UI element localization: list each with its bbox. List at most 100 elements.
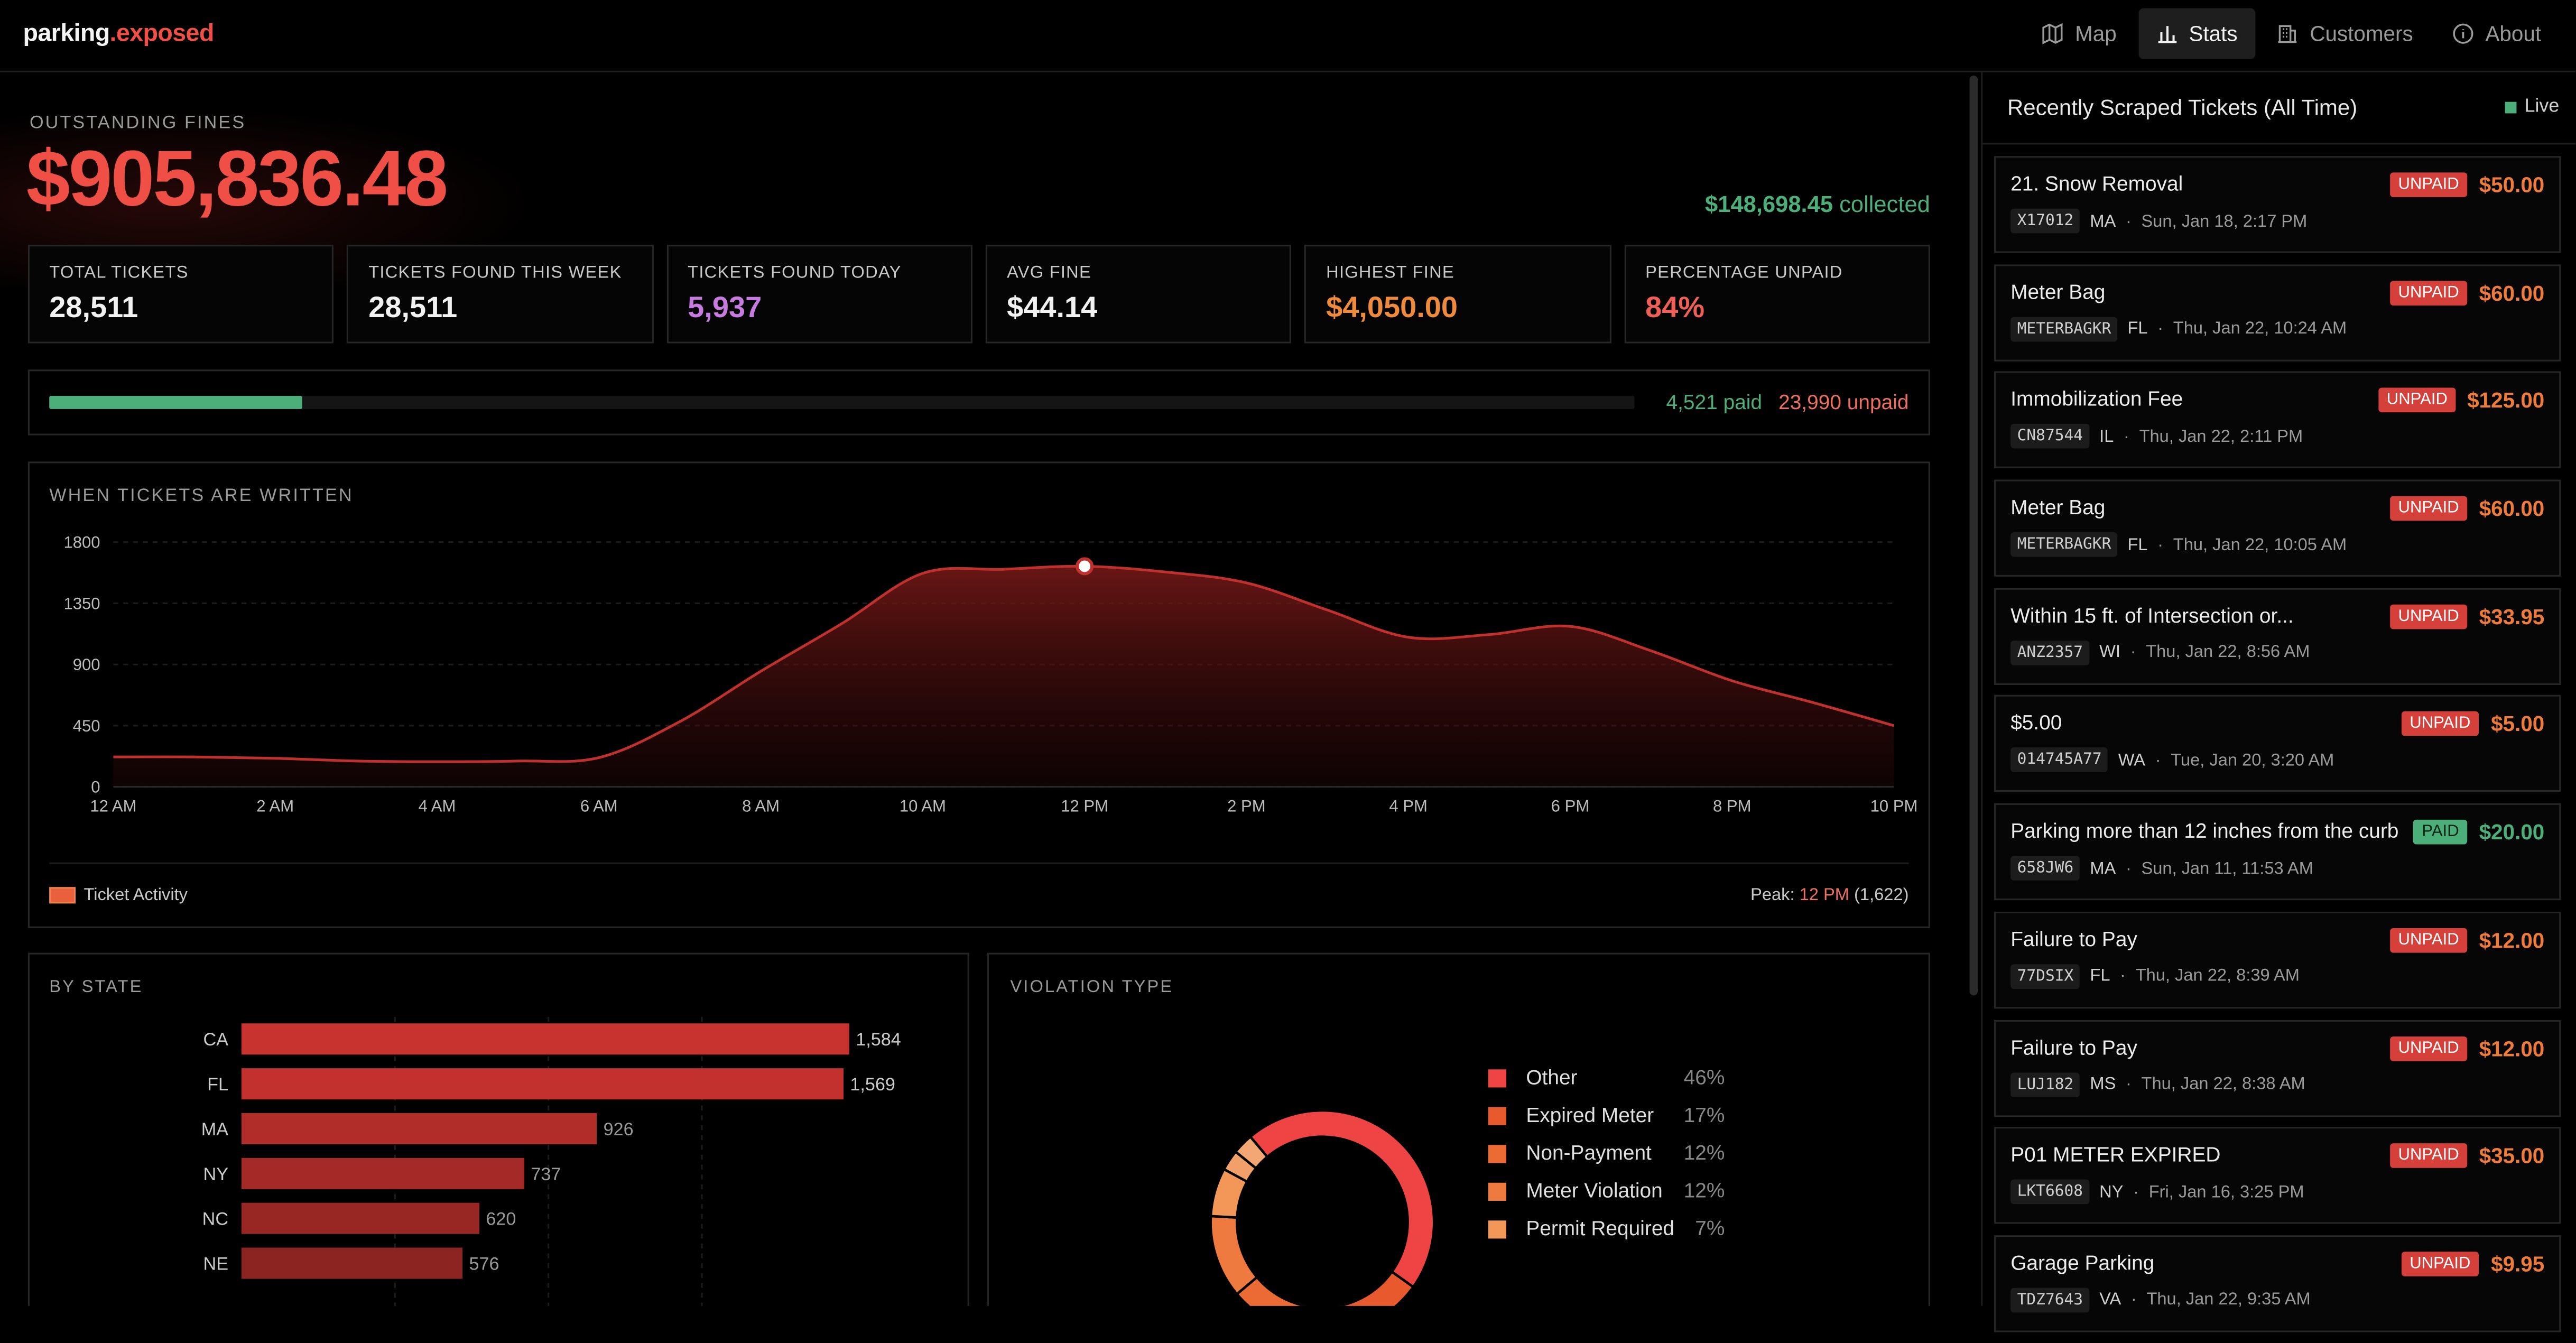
ticket-status-badge: UNPAID (2389, 1143, 2468, 1169)
ticket-amount: $33.95 (2479, 604, 2545, 629)
ticket-item[interactable]: $5.00 014745A77 WA · Tue, Jan 20, 3:20 AM $5.… (1994, 696, 2561, 793)
when-tickets-written-card: When Tickets Are Written 0 450 900 1350 1800… (27, 461, 1930, 929)
ticket-item[interactable]: Meter Bag METERBAGKR FL · Thu, Jan 22, 10:24… (1994, 264, 2561, 361)
meta-separator: · (2120, 966, 2126, 986)
ticket-name: Meter Bag (2010, 496, 2106, 520)
peak-info: Peak: 12 PM (1,622) (1750, 885, 1908, 905)
ticket-plate: X17012 (2010, 208, 2080, 234)
violation-legend-item: Other 46% (1488, 1066, 1735, 1104)
state-value-label: 576 (469, 1254, 499, 1274)
ticket-item[interactable]: Failure to Pay LUJ182 MS · Thu, Jan 22, 8:38… (1994, 1019, 2561, 1116)
state-value-label: 1,584 (856, 1030, 901, 1050)
ticket-item[interactable]: P01 METER EXPIRED LKT6608 NY · Fri, Jan 16, … (1994, 1127, 2561, 1225)
state-value-label: 620 (486, 1209, 516, 1229)
ticket-date: Fri, Jan 16, 3:25 PM (2148, 1182, 2304, 1202)
series-line-ticket-activity (113, 564, 1895, 763)
stat-card: Tickets Found Today 5,937 (666, 245, 972, 344)
ticket-name: Within 15 ft. of Intersection or... (2010, 604, 2294, 627)
ticket-list: 21. Snow Removal X17012 MA · Sun, Jan 18, 2:… (1994, 156, 2561, 1343)
state-bar-fl[interactable] (241, 1068, 844, 1100)
violation-type-title: Violation Type (1010, 977, 1174, 997)
legend-percent: 12% (1683, 1179, 1725, 1203)
ticket-meta: METERBAGKR FL · Thu, Jan 22, 10:05 AM (2010, 532, 2347, 557)
brand-logo[interactable]: parking.exposed (23, 20, 215, 48)
ticket-item[interactable]: Failure to Pay 77DSIX FL · Thu, Jan 22, 8:39… (1994, 911, 2561, 1008)
ticket-plate: 658JW6 (2010, 856, 2080, 881)
ticket-item[interactable]: Parking more than 12 inches from the cur… (1994, 803, 2561, 901)
ticket-name: $5.00 (2010, 712, 2062, 735)
state-label: CA (203, 1030, 229, 1050)
nav-customers[interactable]: Customers (2259, 8, 2431, 59)
ticket-date: Thu, Jan 22, 8:56 AM (2146, 643, 2310, 663)
nav-label: Map (2075, 21, 2117, 47)
nav-stats[interactable]: Stats (2138, 8, 2256, 59)
ticket-amount: $9.95 (2491, 1251, 2545, 1276)
stat-label: Tickets Found This Week (368, 263, 622, 283)
ticket-status-badge: UNPAID (2389, 928, 2468, 953)
peak-point[interactable] (1076, 557, 1094, 576)
ticket-status-badge: UNPAID (2401, 712, 2479, 737)
paid-count-value: 4,521 (1666, 391, 1718, 414)
donut-slice[interactable] (1309, 1270, 1415, 1306)
legend-percent: 7% (1695, 1217, 1725, 1240)
peak-hour: 12 PM (1799, 885, 1849, 905)
ticket-amount: $60.00 (2479, 496, 2545, 521)
donut-slice[interactable] (1209, 1215, 1259, 1296)
ticket-item[interactable]: Immobilization Fee CN87544 IL · Thu, Jan 22,… (1994, 372, 2561, 469)
ticket-name: Failure to Pay (2010, 1035, 2137, 1059)
legend-swatch (1488, 1220, 1507, 1239)
collected-label: collected (1839, 190, 1930, 217)
legend-divider (49, 862, 1909, 864)
state-label: FL (207, 1075, 228, 1095)
y-tick-label: 450 (73, 717, 100, 735)
ticket-state: MS (2090, 1074, 2116, 1094)
violation-legend-item: Non-Payment 12% (1488, 1142, 1735, 1179)
meta-separator: · (2125, 211, 2132, 231)
stat-label: Highest Fine (1326, 263, 1454, 283)
ticket-plate: TDZ7643 (2010, 1288, 2090, 1312)
state-bar-nc[interactable] (241, 1202, 479, 1234)
nav-about[interactable]: About (2434, 8, 2559, 59)
ticket-plate: 014745A77 (2010, 748, 2109, 773)
meta-separator: · (2157, 319, 2164, 339)
ticket-name: P01 METER EXPIRED (2010, 1143, 2221, 1167)
main-scrollbar[interactable] (1969, 75, 1978, 996)
live-indicator: Live (2505, 97, 2559, 117)
ticket-state: WI (2099, 643, 2121, 663)
meta-separator: · (2157, 534, 2164, 555)
by-state-title: By State (49, 977, 143, 997)
stat-value: 84% (1645, 291, 1705, 324)
ticket-item[interactable]: Garage Parking TDZ7643 VA · Thu, Jan 22, 9:3… (1994, 1235, 2561, 1332)
ticket-item[interactable]: Meter Bag METERBAGKR FL · Thu, Jan 22, 10:05… (1994, 479, 2561, 577)
ticket-plate: CN87544 (2010, 424, 2090, 449)
violation-legend-item: Permit Required 7% (1488, 1217, 1735, 1255)
peak-label: Peak: (1750, 885, 1795, 905)
legend-name: Non-Payment (1526, 1142, 1652, 1165)
ticket-plate: LUJ182 (2010, 1071, 2080, 1097)
ticket-status-badge: UNPAID (2389, 604, 2468, 629)
y-tick-label: 1350 (63, 594, 100, 613)
paid-unpaid-counts: 4,521 paid 23,990 unpaid (1666, 391, 1909, 414)
donut-slice[interactable] (1248, 1109, 1435, 1289)
ticket-status-badge: UNPAID (2401, 1251, 2479, 1276)
ticket-amount: $50.00 (2479, 172, 2545, 197)
ticket-date: Sun, Jan 18, 2:17 PM (2141, 211, 2308, 231)
ticket-meta: 014745A77 WA · Tue, Jan 20, 3:20 AM (2010, 748, 2334, 773)
ticket-meta: 77DSIX FL · Thu, Jan 22, 8:39 AM (2010, 964, 2300, 989)
state-bar-ca[interactable] (241, 1023, 849, 1055)
stat-card: Tickets Found This Week 28,511 (347, 245, 653, 344)
stats-main: Outstanding Fines $905,836.48 $148,698.4… (0, 72, 1968, 1306)
stat-label: Tickets Found Today (688, 263, 902, 283)
violation-type-card: Violation Type Other 46% Expired Meter 17% N… (987, 952, 1930, 1306)
x-tick-label: 8 PM (1713, 796, 1752, 815)
state-bar-ne[interactable] (241, 1247, 463, 1279)
ticket-item[interactable]: 21. Snow Removal X17012 MA · Sun, Jan 18, 2:… (1994, 156, 2561, 253)
nav-map[interactable]: Map (2024, 8, 2135, 59)
state-bar-ma[interactable] (241, 1113, 597, 1145)
ticket-date: Thu, Jan 22, 10:24 AM (2173, 319, 2347, 339)
state-bar-ny[interactable] (241, 1157, 524, 1189)
ticket-plate: LKT6608 (2010, 1180, 2090, 1205)
donut-slice[interactable] (1234, 1135, 1270, 1170)
main-nav: Map Stats Customers About (2024, 8, 2559, 59)
ticket-item[interactable]: Within 15 ft. of Intersection or... ANZ23… (1994, 587, 2561, 685)
